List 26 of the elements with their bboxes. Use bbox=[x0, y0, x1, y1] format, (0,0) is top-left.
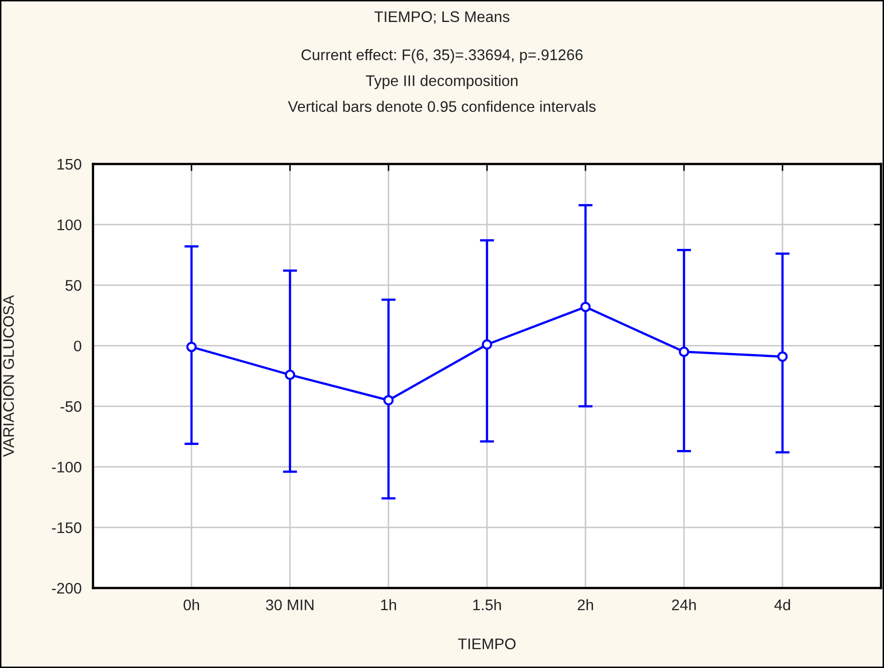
point bbox=[284, 370, 296, 380]
x-tick-label: 1h bbox=[381, 599, 396, 610]
x-tick-label: 4d bbox=[774, 599, 790, 610]
x-tick-label: 24h bbox=[672, 599, 696, 610]
chart-subtitle: Current effect: F(6, 35)=.33694, p=.91266 Type III decomposition Vertical bars denote 0.95 confidence intervals bbox=[288, 49, 596, 112]
y-tick-label: 100 bbox=[58, 219, 82, 230]
x-tick-label: 1.5h bbox=[473, 599, 501, 610]
point bbox=[580, 302, 591, 312]
y-tick-label: -200 bbox=[52, 582, 82, 594]
x-tick-label: 30 MIN bbox=[266, 600, 314, 610]
x-tick-label: 0h bbox=[184, 599, 200, 610]
point bbox=[777, 351, 788, 362]
x-axis-title: TIEMPO bbox=[458, 638, 516, 650]
point bbox=[678, 346, 690, 357]
y-tick-label: 50 bbox=[66, 280, 82, 291]
y-tick-label: -50 bbox=[60, 401, 82, 412]
x-tick-label: 2h bbox=[578, 599, 594, 610]
point bbox=[186, 342, 197, 352]
chart-title: TIEMPO; LS Means bbox=[374, 11, 510, 24]
y-tick-label: 0 bbox=[74, 340, 82, 352]
point bbox=[383, 395, 394, 406]
y-tick-label: -150 bbox=[52, 522, 82, 534]
point bbox=[482, 339, 492, 350]
y-tick-label: 150 bbox=[58, 158, 82, 170]
y-axis-title: VARIACION GLUCOSA bbox=[3, 295, 14, 457]
y-tick-label: -100 bbox=[52, 462, 82, 473]
